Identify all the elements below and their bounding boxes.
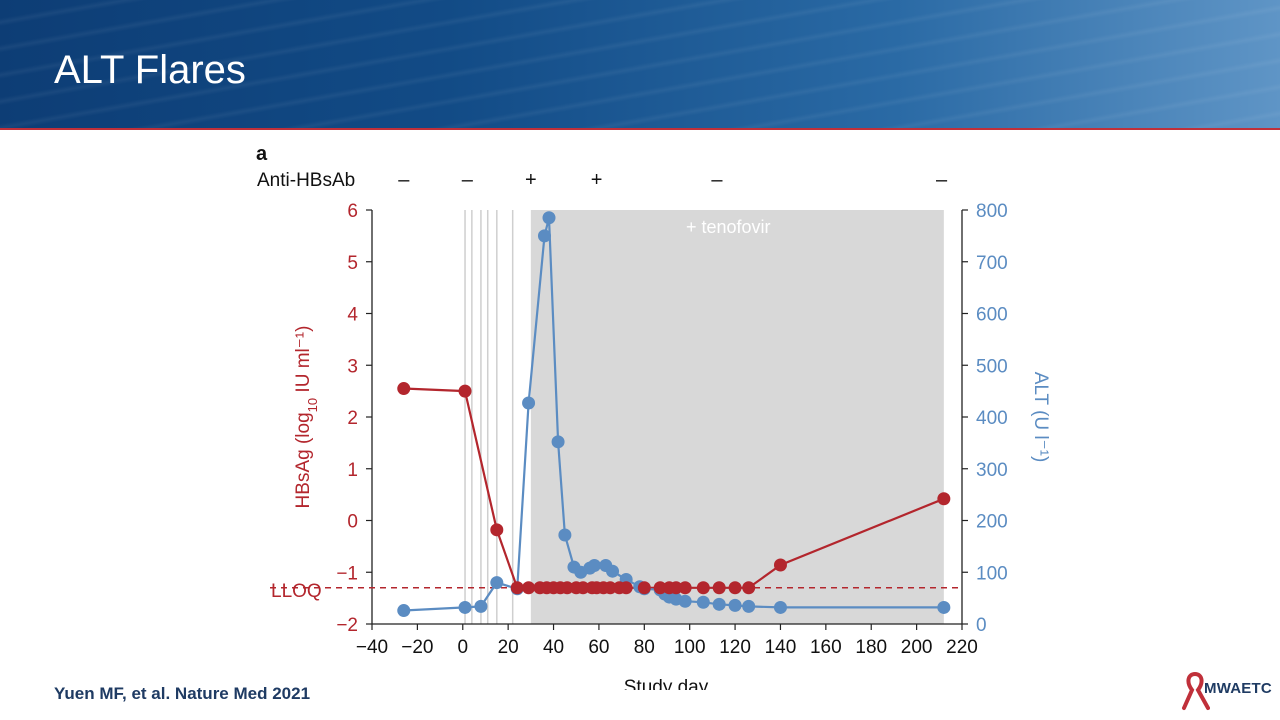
- alt-point: [522, 396, 536, 410]
- alt-point: [397, 604, 411, 618]
- alt-point: [712, 597, 726, 611]
- hbsag-point: [653, 581, 667, 595]
- header-banner: [0, 0, 1280, 128]
- hbsag-point: [560, 581, 574, 595]
- x-tick-label: 140: [765, 637, 797, 658]
- mwaetc-logo: MWAETC: [1180, 668, 1272, 714]
- y-left-tick-label: 1: [347, 460, 358, 481]
- ribbon-icon: [1182, 672, 1210, 710]
- slide-title: ALT Flares: [54, 48, 246, 92]
- y-right-tick-label: 400: [976, 408, 1008, 429]
- hbsag-point: [678, 581, 692, 595]
- x-tick-label: 0: [457, 637, 468, 658]
- panel-label: a: [256, 143, 268, 165]
- citation: Yuen MF, et al. Nature Med 2021: [54, 684, 311, 703]
- x-tick-label: 160: [810, 637, 842, 658]
- y-right-tick-label: 300: [976, 460, 1008, 481]
- hbsag-point: [742, 581, 756, 595]
- x-axis-label: Study day: [624, 677, 709, 690]
- y-left-tick-label: 6: [347, 201, 358, 222]
- y-right-tick-label: 800: [976, 201, 1008, 222]
- alt-point: [606, 564, 620, 578]
- header-divider: [0, 128, 1280, 130]
- anti-hbsab-mark: –: [398, 169, 410, 191]
- hbsag-point: [603, 581, 617, 595]
- alt-point: [728, 598, 742, 612]
- alt-point: [490, 576, 504, 590]
- hbsag-point: [937, 492, 951, 506]
- x-tick-label: 200: [901, 637, 933, 658]
- y-right-tick-label: 100: [976, 563, 1008, 584]
- alt-point: [773, 600, 787, 614]
- y-left-tick-label: 3: [347, 356, 358, 377]
- anti-hbsab-label: Anti-HBsAb: [257, 170, 355, 191]
- hbsag-point: [773, 558, 787, 572]
- y-right-tick-label: 0: [976, 615, 987, 636]
- alt-point: [587, 559, 601, 573]
- y-left-tick-label: −2: [336, 615, 358, 636]
- hbsag-point: [696, 581, 710, 595]
- alt-point: [742, 599, 756, 613]
- y-right-tick-label: 200: [976, 512, 1008, 533]
- tenofovir-region: [530, 210, 944, 624]
- y-left-tick-label: −1: [336, 563, 358, 584]
- x-tick-label: 120: [719, 637, 751, 658]
- x-tick-label: 220: [946, 637, 978, 658]
- x-tick-label: 60: [588, 637, 609, 658]
- alt-flares-chart: a Anti-HBsAb −40 −20 0 20 40 60 80 100 120 140 160…: [256, 143, 1051, 690]
- alt-point: [537, 229, 551, 243]
- tenofovir-label: + tenofovir: [686, 217, 771, 237]
- hbsag-point: [637, 581, 651, 595]
- anti-hbsab-mark: –: [462, 169, 474, 191]
- hbsag-point: [712, 581, 726, 595]
- hbsag-point: [728, 581, 742, 595]
- x-tick-label: 100: [674, 637, 706, 658]
- y-right-tick-label: 600: [976, 305, 1008, 326]
- y-left-tick-label: 2: [347, 408, 358, 429]
- y-right-tick-label: 700: [976, 253, 1008, 274]
- hbsag-point: [490, 523, 504, 537]
- hbsag-point: [619, 581, 633, 595]
- alt-point: [937, 600, 951, 614]
- hbsag-point: [510, 581, 524, 595]
- alt-point: [542, 211, 556, 225]
- y-axis-left-label: HBsAg (log10 IU ml⁻¹): [293, 326, 320, 509]
- hbsag-point: [397, 382, 411, 396]
- lloq-label: LLOQ: [271, 581, 322, 602]
- y-left-tick-label: 4: [347, 305, 358, 326]
- anti-hbsab-mark: +: [525, 169, 537, 191]
- x-tick-label: −40: [356, 637, 388, 658]
- alt-point: [551, 435, 565, 449]
- alt-point: [678, 594, 692, 608]
- alt-point: [458, 600, 472, 614]
- alt-point: [696, 595, 710, 609]
- y-axis-right-label: ALT (U l⁻¹): [1030, 372, 1051, 463]
- y-right-tick-label: 500: [976, 356, 1008, 377]
- anti-hbsab-mark: +: [591, 169, 603, 191]
- x-tick-label: 20: [498, 637, 519, 658]
- anti-hbsab-mark: –: [711, 169, 723, 191]
- logo-text: MWAETC: [1204, 680, 1272, 697]
- hbsag-point: [522, 581, 536, 595]
- anti-hbsab-mark: –: [936, 169, 948, 191]
- hbsag-point: [458, 384, 472, 398]
- x-tick-label: 40: [543, 637, 564, 658]
- y-left-tick-label: 0: [347, 512, 358, 533]
- hbsag-point: [576, 581, 590, 595]
- x-tick-label: 180: [855, 637, 887, 658]
- x-tick-label: 80: [634, 637, 655, 658]
- alt-point: [474, 599, 488, 613]
- x-tick-label: −20: [401, 637, 433, 658]
- alt-point: [558, 528, 572, 542]
- hbsag-point: [669, 581, 683, 595]
- y-left-tick-label: 5: [347, 253, 358, 274]
